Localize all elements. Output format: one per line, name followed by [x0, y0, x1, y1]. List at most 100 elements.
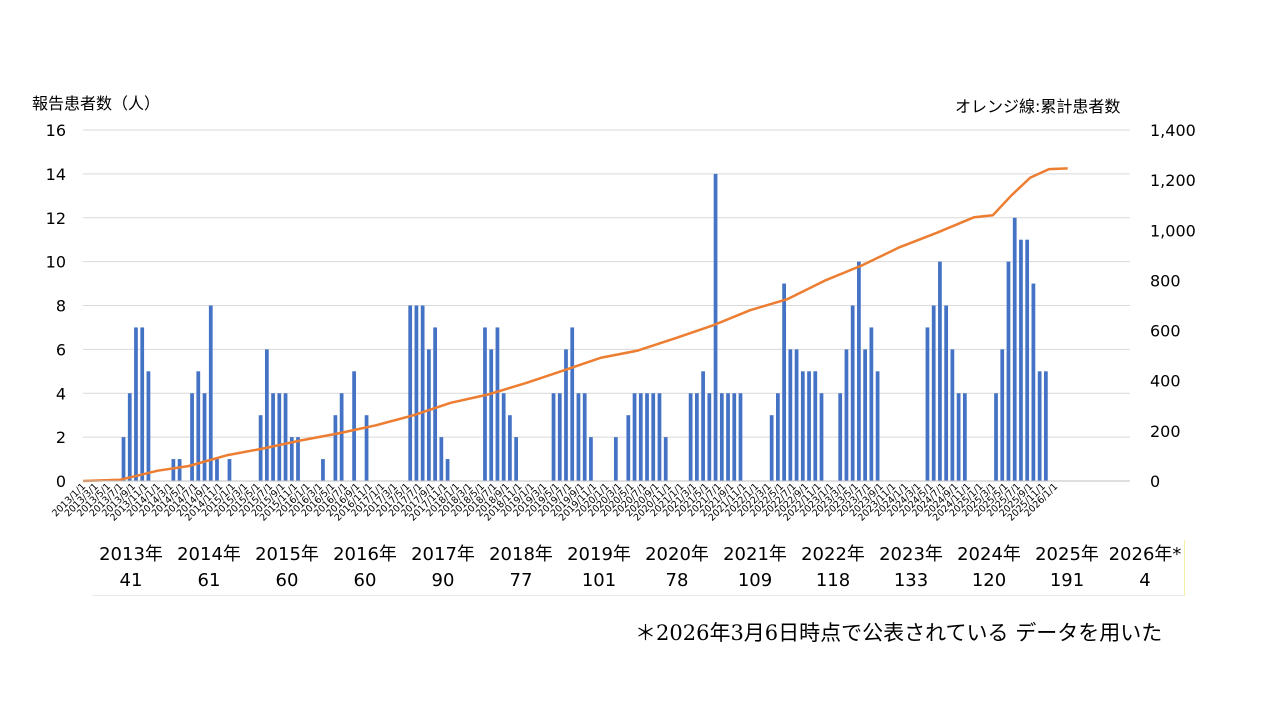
y-left-tick-label: 12: [46, 209, 66, 228]
x-axis-ticks: 2013/1/12013/3/12013/5/12013/7/12013/9/1…: [50, 481, 1060, 523]
year-label: 2026年*: [1108, 544, 1182, 565]
year-count: 133: [893, 570, 929, 591]
bar: [813, 371, 818, 481]
bar: [782, 283, 786, 481]
bar: [501, 393, 506, 481]
year-column: 2014年 61: [170, 540, 248, 595]
bar: [657, 393, 662, 481]
y-right-tick-label: 1,000: [1150, 221, 1196, 240]
bar: [134, 327, 138, 481]
y-right-tick-label: 0: [1150, 472, 1160, 491]
bar: [364, 415, 369, 481]
bar: [800, 371, 805, 481]
bar: [850, 305, 855, 481]
gridlines: [83, 129, 1130, 438]
year-count: 60: [275, 570, 299, 591]
y-axis-right-label: オレンジ線:累計患者数: [955, 97, 1121, 116]
y-axis-left: 0 2 4 6 8 10 12 14 16: [46, 121, 66, 491]
year-column: 2024年 120: [950, 540, 1028, 595]
bar: [557, 393, 562, 481]
year-count: 118: [815, 570, 851, 591]
bar: [433, 327, 437, 481]
y-right-tick-label: 800: [1150, 271, 1181, 290]
bar: [626, 415, 631, 481]
y-right-tick-label: 1,400: [1150, 121, 1196, 140]
bar: [582, 393, 587, 481]
bar: [1012, 217, 1017, 481]
bar: [931, 305, 936, 481]
year-label: 2025年: [1035, 544, 1099, 565]
y-right-tick-label: 200: [1150, 422, 1181, 441]
bar: [289, 437, 294, 482]
bar: [146, 371, 151, 481]
bar: [121, 437, 126, 482]
year-count: 120: [971, 570, 1007, 591]
bar: [283, 393, 288, 481]
year-label: 2017年: [411, 544, 475, 565]
bar: [695, 393, 699, 481]
bar-series: [121, 173, 1048, 482]
bar: [663, 437, 668, 482]
bar: [489, 349, 494, 482]
year-column: 2017年 90: [404, 540, 482, 595]
year-column: 2019年 101: [560, 540, 638, 595]
bar: [688, 393, 693, 481]
year-label: 2019年: [567, 544, 631, 565]
year-label: 2016年: [333, 544, 397, 565]
bar: [127, 393, 132, 481]
bar: [1019, 239, 1023, 481]
bar: [420, 305, 425, 481]
year-count: 101: [581, 570, 617, 591]
bar: [408, 305, 413, 481]
y-left-tick-label: 16: [46, 121, 66, 140]
year-count: 41: [119, 570, 143, 591]
bar: [994, 393, 998, 481]
year-count: 61: [197, 570, 221, 591]
bar: [857, 261, 861, 482]
bar: [776, 393, 780, 481]
bar: [1025, 239, 1030, 481]
year-column: 2026年* 4: [1106, 540, 1184, 595]
year-column: 2020年 78: [638, 540, 716, 595]
year-column: 2016年 60: [326, 540, 404, 595]
footnote: ＊2026年3月6日時点で公表されている データを用いた: [635, 621, 1163, 645]
bar: [321, 459, 325, 481]
bar: [726, 393, 730, 481]
bar: [962, 393, 967, 481]
bar: [701, 371, 705, 481]
bar: [352, 371, 356, 481]
year-label: 2020年: [645, 544, 709, 565]
year-label: 2023年: [879, 544, 943, 565]
bar: [645, 393, 649, 481]
year-column: 2025年 191: [1028, 540, 1106, 595]
bar: [264, 349, 269, 482]
bar: [944, 305, 949, 481]
bar: [140, 327, 145, 481]
bar: [950, 349, 955, 482]
year-column: 2023年 133: [872, 540, 950, 595]
year-label: 2015年: [255, 544, 319, 565]
bar: [215, 459, 219, 481]
y-left-tick-label: 14: [46, 165, 66, 184]
bar: [613, 437, 618, 482]
bar: [589, 437, 593, 482]
bar: [788, 349, 793, 482]
bar: [576, 393, 581, 481]
y-left-tick-label: 4: [56, 384, 66, 403]
bar: [564, 349, 568, 482]
y-left-tick-label: 8: [56, 297, 66, 316]
bar: [202, 393, 207, 481]
year-column: 2018年 77: [482, 540, 560, 595]
bar: [938, 261, 942, 482]
bar: [445, 459, 450, 481]
year-column: 2015年 60: [248, 540, 326, 595]
bar: [271, 393, 275, 481]
y-left-tick-label: 2: [56, 428, 66, 447]
bar: [838, 393, 843, 481]
bar: [296, 437, 300, 482]
bar: [277, 393, 282, 481]
year-label: 2014年: [177, 544, 241, 565]
bar: [551, 393, 556, 481]
bar: [339, 393, 344, 481]
year-count: 77: [509, 570, 533, 591]
